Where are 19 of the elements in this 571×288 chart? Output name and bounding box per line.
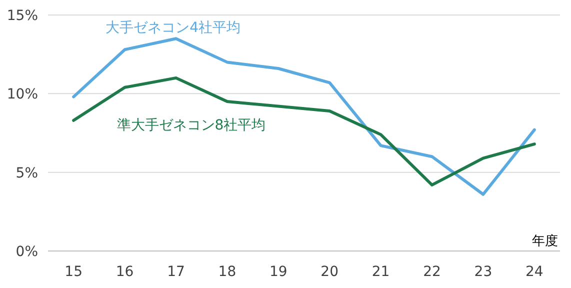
y-tick-label: 0%	[16, 244, 38, 260]
line-series	[72, 37, 536, 196]
x-tick-label: 20	[320, 264, 339, 280]
x-tick-label: 22	[423, 264, 441, 280]
x-tick-label: 15	[64, 264, 83, 280]
x-axis-title: 年度	[532, 233, 558, 249]
y-tick-label: 10%	[6, 86, 38, 103]
x-tick-label: 19	[269, 264, 288, 280]
x-tick-label: 18	[218, 264, 236, 280]
x-tick-label: 24	[525, 264, 544, 280]
x-tick-label: 21	[372, 264, 390, 280]
x-tick-label: 23	[474, 264, 492, 280]
y-tick-label: 15%	[6, 8, 38, 24]
line-series	[72, 76, 536, 186]
x-tick-label: 16	[116, 264, 134, 280]
series-label: 準大手ゼネコン8社平均	[116, 117, 266, 134]
x-tick-label: 17	[167, 264, 185, 280]
series-label: 大手ゼネコン4社平均	[106, 20, 241, 36]
y-tick-label: 5%	[16, 165, 38, 182]
